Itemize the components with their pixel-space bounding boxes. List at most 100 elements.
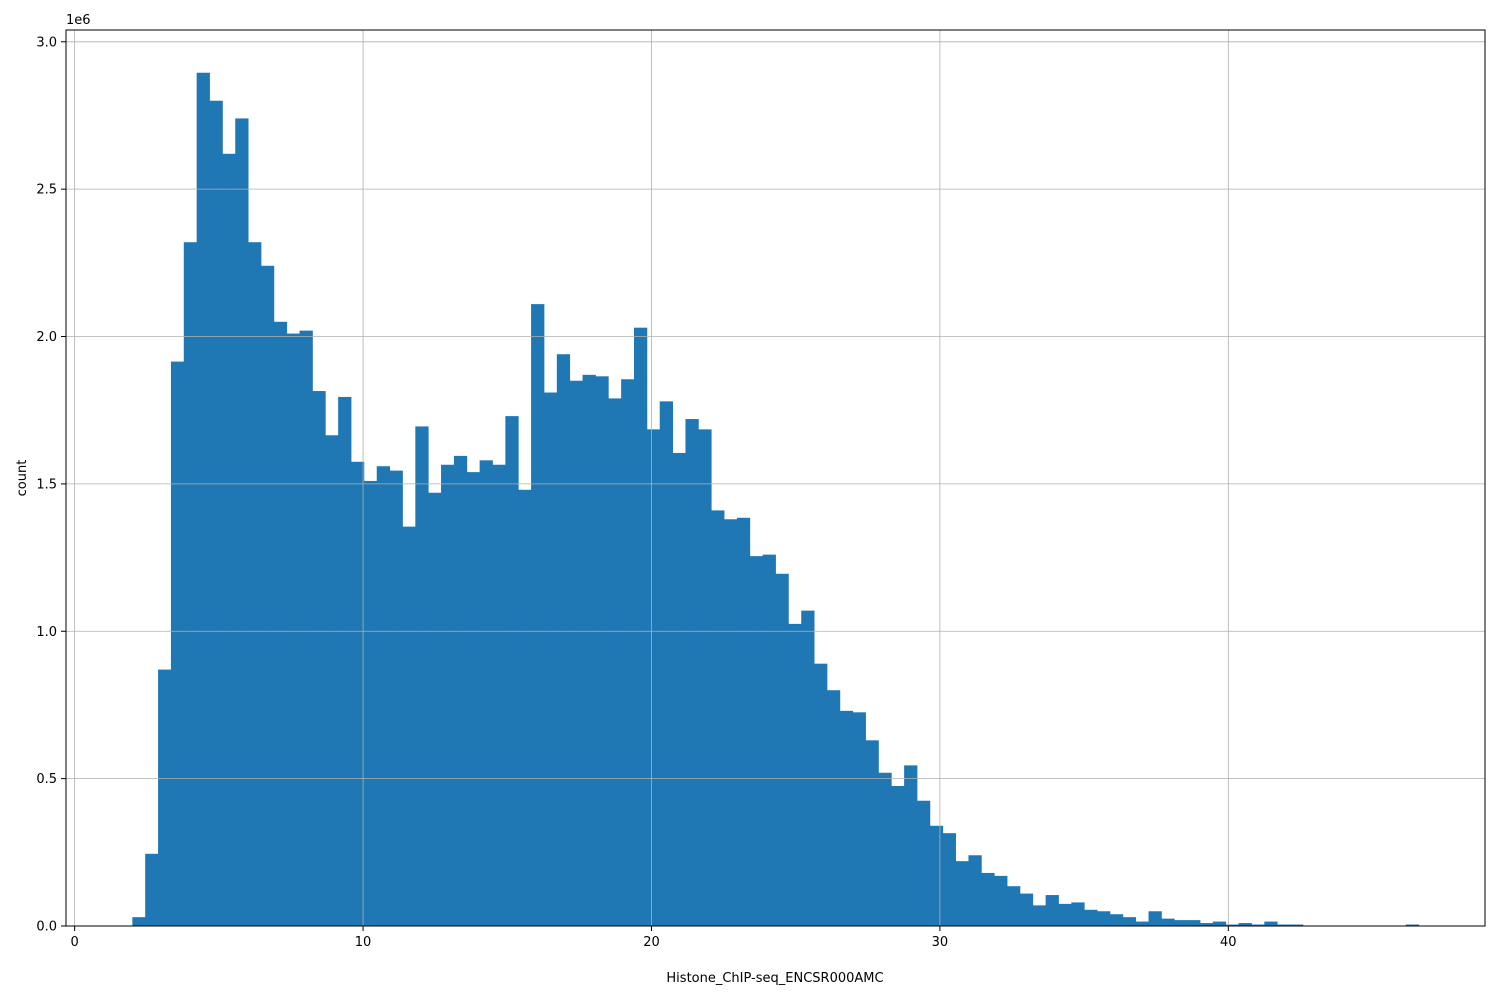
histogram-bar	[569, 380, 583, 926]
histogram-bar	[685, 419, 699, 926]
histogram-bar	[1174, 920, 1188, 926]
histogram-bar	[248, 242, 262, 926]
histogram-bar	[1290, 924, 1304, 926]
y-tick-label: 3.0	[36, 35, 57, 50]
histogram-bar	[363, 480, 378, 926]
y-axis-ticks: 0.0 0.5 1.0 1.5 2.0 2.5 3.0	[36, 35, 66, 935]
histogram-bar	[1007, 886, 1021, 926]
histogram-bar	[1264, 921, 1278, 926]
histogram-bar	[145, 853, 159, 926]
histogram-bar	[338, 396, 352, 926]
y-tick-label: 0.5	[36, 772, 57, 787]
histogram-bar	[1212, 921, 1227, 926]
histogram-bar	[1084, 909, 1098, 926]
histogram-bar	[132, 917, 146, 926]
histogram-bar	[286, 333, 300, 927]
histogram-bar	[711, 510, 725, 926]
histogram-bar	[441, 464, 455, 926]
histogram-bar	[646, 429, 661, 926]
histogram-bar	[582, 374, 596, 927]
histogram-bar	[672, 452, 686, 926]
histogram-bar	[1071, 902, 1085, 926]
histogram-bar	[376, 466, 390, 926]
histogram-bar	[158, 669, 172, 926]
histogram-bar	[1097, 911, 1111, 926]
histogram-bar	[415, 426, 429, 926]
x-tick-label: 30	[932, 935, 949, 950]
histogram-bar	[788, 623, 802, 926]
histogram-bar	[428, 492, 442, 926]
histogram-bar	[389, 470, 403, 926]
histogram-bar	[904, 765, 918, 926]
histogram-bar	[273, 321, 288, 926]
grid-group	[66, 30, 1485, 927]
histogram-bar	[1019, 893, 1034, 926]
histogram-bar	[543, 392, 558, 926]
histogram-bar	[1187, 920, 1201, 926]
histogram-bar	[531, 304, 545, 926]
histogram-bar	[852, 712, 866, 926]
histogram-bar	[942, 833, 956, 926]
histogram-bar	[634, 327, 648, 926]
histogram-bar	[968, 855, 982, 926]
histogram-bar	[492, 464, 506, 926]
histogram-bar	[299, 330, 313, 926]
histogram-bar	[621, 379, 635, 926]
histogram-bar	[826, 690, 841, 926]
histogram-bar	[1135, 921, 1149, 926]
histogram-bar	[505, 416, 519, 926]
bars-group	[132, 72, 1420, 927]
histogram-bar	[518, 489, 532, 926]
histogram-bar	[402, 526, 416, 926]
histogram-bar	[1045, 895, 1059, 926]
y-tick-label: 1.0	[36, 625, 57, 640]
histogram-bar	[698, 429, 712, 926]
histogram-bar	[260, 265, 275, 926]
histogram-bar	[183, 242, 198, 926]
histogram-bar	[981, 872, 995, 926]
histogram-bar	[325, 435, 339, 926]
histogram-bar	[917, 800, 931, 926]
x-tick-label: 20	[643, 935, 660, 950]
histogram-bar	[659, 401, 673, 926]
histogram-bar	[351, 461, 365, 926]
histogram-bar	[312, 391, 326, 926]
x-axis-label: Histone_ChIP-seq_ENCSR000AMC	[666, 971, 883, 986]
plot-frame	[65, 29, 1486, 927]
histogram-bar	[839, 710, 854, 926]
histogram-bar	[453, 455, 468, 926]
histogram-bar	[736, 517, 751, 926]
histogram-bar	[1161, 918, 1175, 926]
histogram-bar	[929, 825, 944, 926]
histogram-bar	[1405, 924, 1420, 926]
histogram-bar	[1109, 914, 1124, 926]
x-axis-ticks: 0 10 20 30 40	[71, 926, 1237, 950]
histogram-bar	[170, 361, 185, 927]
histogram-bar	[1058, 903, 1072, 926]
x-tick-label: 10	[355, 935, 372, 950]
x-tick-label: 40	[1220, 935, 1237, 950]
histogram-bar	[235, 118, 249, 927]
histogram-bar	[1148, 911, 1162, 926]
histogram-bar	[1199, 923, 1214, 926]
histogram-bar	[1238, 923, 1252, 926]
histogram-bar	[608, 398, 622, 926]
histogram-bar	[222, 153, 236, 927]
histogram-bar	[1225, 924, 1239, 926]
histogram-bar	[1122, 917, 1137, 926]
histogram-bar	[196, 72, 210, 927]
histogram-bar	[762, 554, 776, 926]
histogram-bar	[1277, 924, 1291, 926]
histogram-bar	[1032, 905, 1047, 926]
histogram-bar	[865, 740, 879, 926]
histogram-bar	[556, 354, 571, 927]
histogram-bar	[1251, 924, 1265, 926]
y-tick-label: 0.0	[36, 920, 57, 935]
y-offset-label: 1e6	[66, 13, 91, 28]
y-tick-label: 2.0	[36, 330, 57, 345]
histogram-bar	[878, 772, 892, 926]
histogram-bar	[466, 472, 481, 926]
histogram-bar	[209, 100, 223, 927]
